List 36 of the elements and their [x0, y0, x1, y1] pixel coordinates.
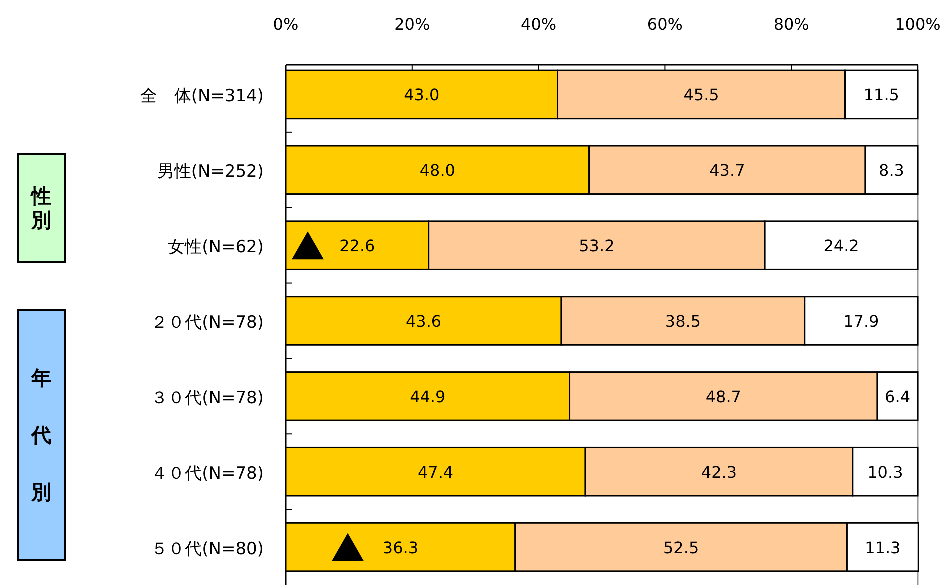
data-label: 11.5	[864, 86, 900, 105]
data-label: 22.6	[340, 236, 376, 256]
data-label: 47.4	[418, 462, 454, 482]
data-label: 17.9	[844, 312, 880, 331]
x-tick-label: 100%	[895, 15, 941, 34]
data-label: 24.2	[824, 236, 860, 256]
text: 年代別	[32, 366, 52, 504]
x-tick-label: 0%	[273, 15, 299, 34]
x-tick-label: 20%	[394, 15, 430, 34]
y-tick-label: 男性(N=252)	[157, 162, 264, 182]
data-label: 45.5	[684, 86, 720, 105]
data-label: 52.5	[664, 538, 700, 558]
text: 性別	[30, 184, 52, 232]
data-label: 36.3	[382, 538, 419, 558]
data-label: 43.7	[710, 161, 746, 180]
data-label: 8.3	[879, 161, 904, 180]
y-tick-label: ２０代(N=78)	[151, 313, 264, 333]
data-label: 6.4	[885, 387, 911, 406]
data-label: 44.9	[410, 387, 446, 406]
data-label: 48.7	[706, 387, 742, 406]
data-label: 11.3	[865, 538, 901, 558]
data-label: 53.2	[579, 236, 615, 256]
y-tick-label: 女性(N=62)	[168, 238, 264, 258]
y-tick-label: ３０代(N=78)	[151, 388, 264, 408]
data-label: 10.3	[868, 462, 904, 482]
data-label: 48.0	[420, 161, 456, 180]
data-label: 42.3	[701, 462, 738, 482]
y-tick-label: ５０代(N=80)	[151, 539, 264, 560]
y-tick-label: 全 体(N=314)	[140, 86, 264, 107]
y-tick-label: ４０代(N=78)	[151, 464, 264, 484]
data-label: 38.5	[665, 312, 702, 331]
data-label: 43.6	[406, 312, 442, 331]
x-tick-label: 60%	[647, 15, 683, 34]
x-tick-label: 80%	[774, 15, 810, 34]
data-label: 43.0	[404, 86, 440, 105]
x-tick-label: 40%	[521, 15, 557, 34]
